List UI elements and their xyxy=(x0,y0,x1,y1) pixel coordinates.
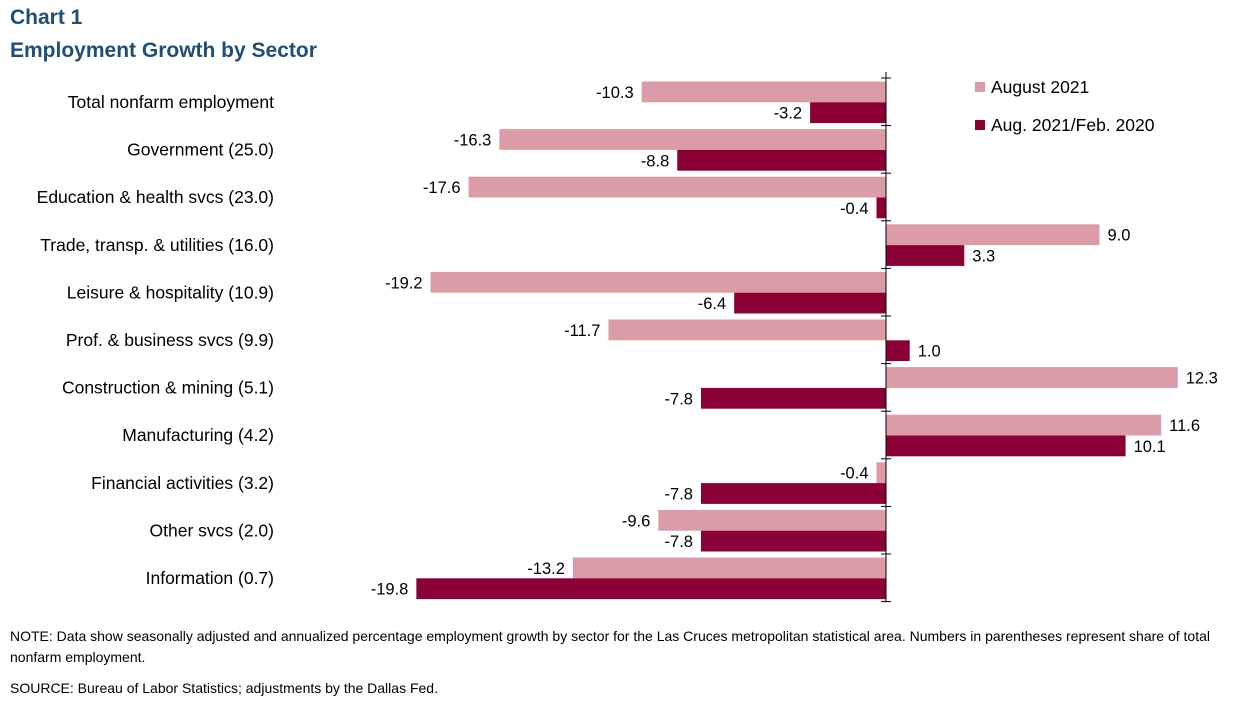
chart-note: NOTE: Data show seasonally adjusted and … xyxy=(10,628,1210,665)
bar xyxy=(886,245,965,266)
bar xyxy=(700,530,886,552)
category-label: Government (25.0) xyxy=(127,140,274,160)
category-label: Other svcs (2.0) xyxy=(150,520,274,540)
data-label: -0.4 xyxy=(840,200,868,218)
bar xyxy=(886,340,910,362)
data-label: -3.2 xyxy=(774,105,802,123)
bar xyxy=(430,271,886,293)
category-label: Trade, transp. & utilities (16.0) xyxy=(40,235,274,255)
data-label: -0.4 xyxy=(840,465,868,483)
data-label: -19.2 xyxy=(385,274,423,292)
data-label: -9.6 xyxy=(622,512,650,530)
data-label: 1.0 xyxy=(918,343,941,361)
data-label: 11.6 xyxy=(1169,417,1200,435)
category-label: Financial activities (3.2) xyxy=(91,473,274,493)
bar xyxy=(734,292,886,314)
bar xyxy=(886,367,1178,388)
bar xyxy=(886,414,1162,436)
bar xyxy=(677,149,886,171)
legend-swatch xyxy=(975,82,985,92)
chart-title: Employment Growth by Sector xyxy=(10,39,317,62)
data-label: 12.3 xyxy=(1186,370,1218,388)
data-label: 3.3 xyxy=(972,248,995,266)
category-label: Prof. & business svcs (9.9) xyxy=(66,330,274,350)
chart-source: SOURCE: Bureau of Labor Statistics; adju… xyxy=(10,680,438,696)
data-label: -7.8 xyxy=(665,533,693,551)
bar xyxy=(608,319,886,341)
data-label: 9.0 xyxy=(1107,227,1130,245)
category-label: Education & health svcs (23.0) xyxy=(37,187,274,207)
data-label: -11.7 xyxy=(564,322,600,340)
data-label: -16.3 xyxy=(454,132,492,150)
bar xyxy=(658,509,886,531)
category-label: Manufacturing (4.2) xyxy=(122,425,274,445)
data-label: -8.8 xyxy=(641,152,669,170)
category-label: Leisure & hospitality (10.9) xyxy=(67,282,274,302)
legend-label: Aug. 2021/Feb. 2020 xyxy=(991,115,1155,135)
data-label: -7.8 xyxy=(665,390,693,408)
data-label: 10.1 xyxy=(1134,438,1166,456)
chart-label: Chart 1 xyxy=(10,6,83,29)
legend-swatch xyxy=(975,120,985,130)
bar xyxy=(468,176,886,198)
bar xyxy=(700,387,886,409)
bar xyxy=(886,435,1126,457)
bar xyxy=(886,224,1100,246)
legend-label: August 2021 xyxy=(991,77,1089,97)
category-label: Construction & mining (5.1) xyxy=(62,378,274,398)
data-label: -19.8 xyxy=(371,581,409,599)
category-label: Total nonfarm employment xyxy=(68,92,274,112)
bar xyxy=(416,578,886,600)
bar xyxy=(876,197,886,219)
bar xyxy=(700,483,886,504)
bar xyxy=(876,462,886,484)
data-label: -13.2 xyxy=(527,560,565,578)
bar-chart: Total nonfarm employment -10.3 -3.2 Governm… xyxy=(37,72,1218,603)
data-label: -7.8 xyxy=(665,486,693,504)
data-label: -17.6 xyxy=(423,179,461,197)
bar xyxy=(641,81,886,103)
bar xyxy=(572,557,886,579)
data-label: -6.4 xyxy=(698,295,726,313)
data-label: -10.3 xyxy=(596,84,634,102)
bar xyxy=(810,102,886,124)
category-label: Information (0.7) xyxy=(146,568,274,588)
bar xyxy=(499,129,886,150)
